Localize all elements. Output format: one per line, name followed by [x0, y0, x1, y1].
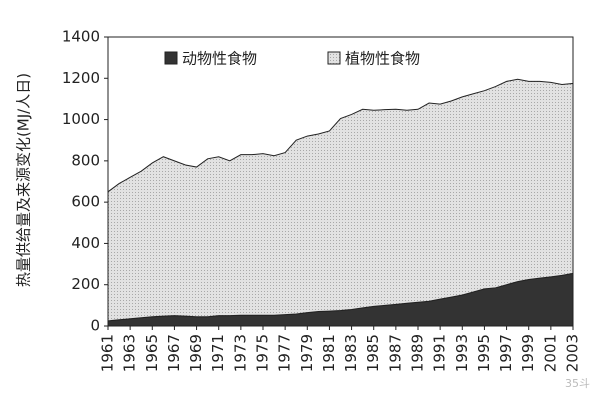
- x-tick-label: 1991: [431, 334, 449, 372]
- x-tick-label: 1989: [409, 334, 427, 372]
- x-tick-label: 1965: [143, 334, 161, 372]
- area: [107, 78, 574, 322]
- x-tick-label: 1985: [364, 334, 382, 372]
- watermark: 35斗: [565, 377, 590, 390]
- y-tick-label: 600: [71, 193, 100, 211]
- y-tick-label: 0: [90, 317, 100, 335]
- legend-swatch: [327, 51, 341, 65]
- x-tick-label: 2003: [564, 334, 582, 372]
- x-tick-label: 2001: [541, 334, 559, 372]
- x-tick-label: 1967: [165, 334, 183, 372]
- x-tick-label: 1987: [386, 334, 404, 372]
- x-tick-label: 1979: [298, 334, 316, 372]
- x-tick-label: 1983: [342, 334, 360, 372]
- y-tick-label: 1200: [62, 69, 100, 87]
- legend-swatch: [164, 51, 178, 65]
- x-tick-label: 1993: [453, 334, 471, 372]
- x-tick-label: 1995: [475, 334, 493, 372]
- y-tick-label: 800: [71, 151, 100, 169]
- y-tick-label: 200: [71, 275, 100, 293]
- x-tick-label: 1975: [254, 334, 272, 372]
- x-tick-label: 1997: [497, 334, 515, 372]
- y-tick-label: 1400: [62, 28, 100, 46]
- y-tick-label: 1000: [62, 110, 100, 128]
- x-tick-label: 1973: [231, 334, 249, 372]
- x-tick-label: 1999: [519, 334, 537, 372]
- x-tick-label: 1963: [121, 334, 139, 372]
- x-tick-label: 1969: [187, 334, 205, 372]
- legend-label: 植物性食物: [345, 50, 420, 68]
- y-axis-title: 热量供给量及来源变化(MJ/人日): [15, 73, 33, 287]
- x-tick-label: 1961: [99, 334, 117, 372]
- x-tick-label: 1981: [320, 334, 338, 372]
- legend-label: 动物性食物: [182, 50, 257, 68]
- y-tick-label: 400: [71, 234, 100, 252]
- plot-frame: [107, 36, 574, 327]
- x-tick-label: 1977: [276, 334, 294, 372]
- x-tick-label: 1971: [209, 334, 227, 372]
